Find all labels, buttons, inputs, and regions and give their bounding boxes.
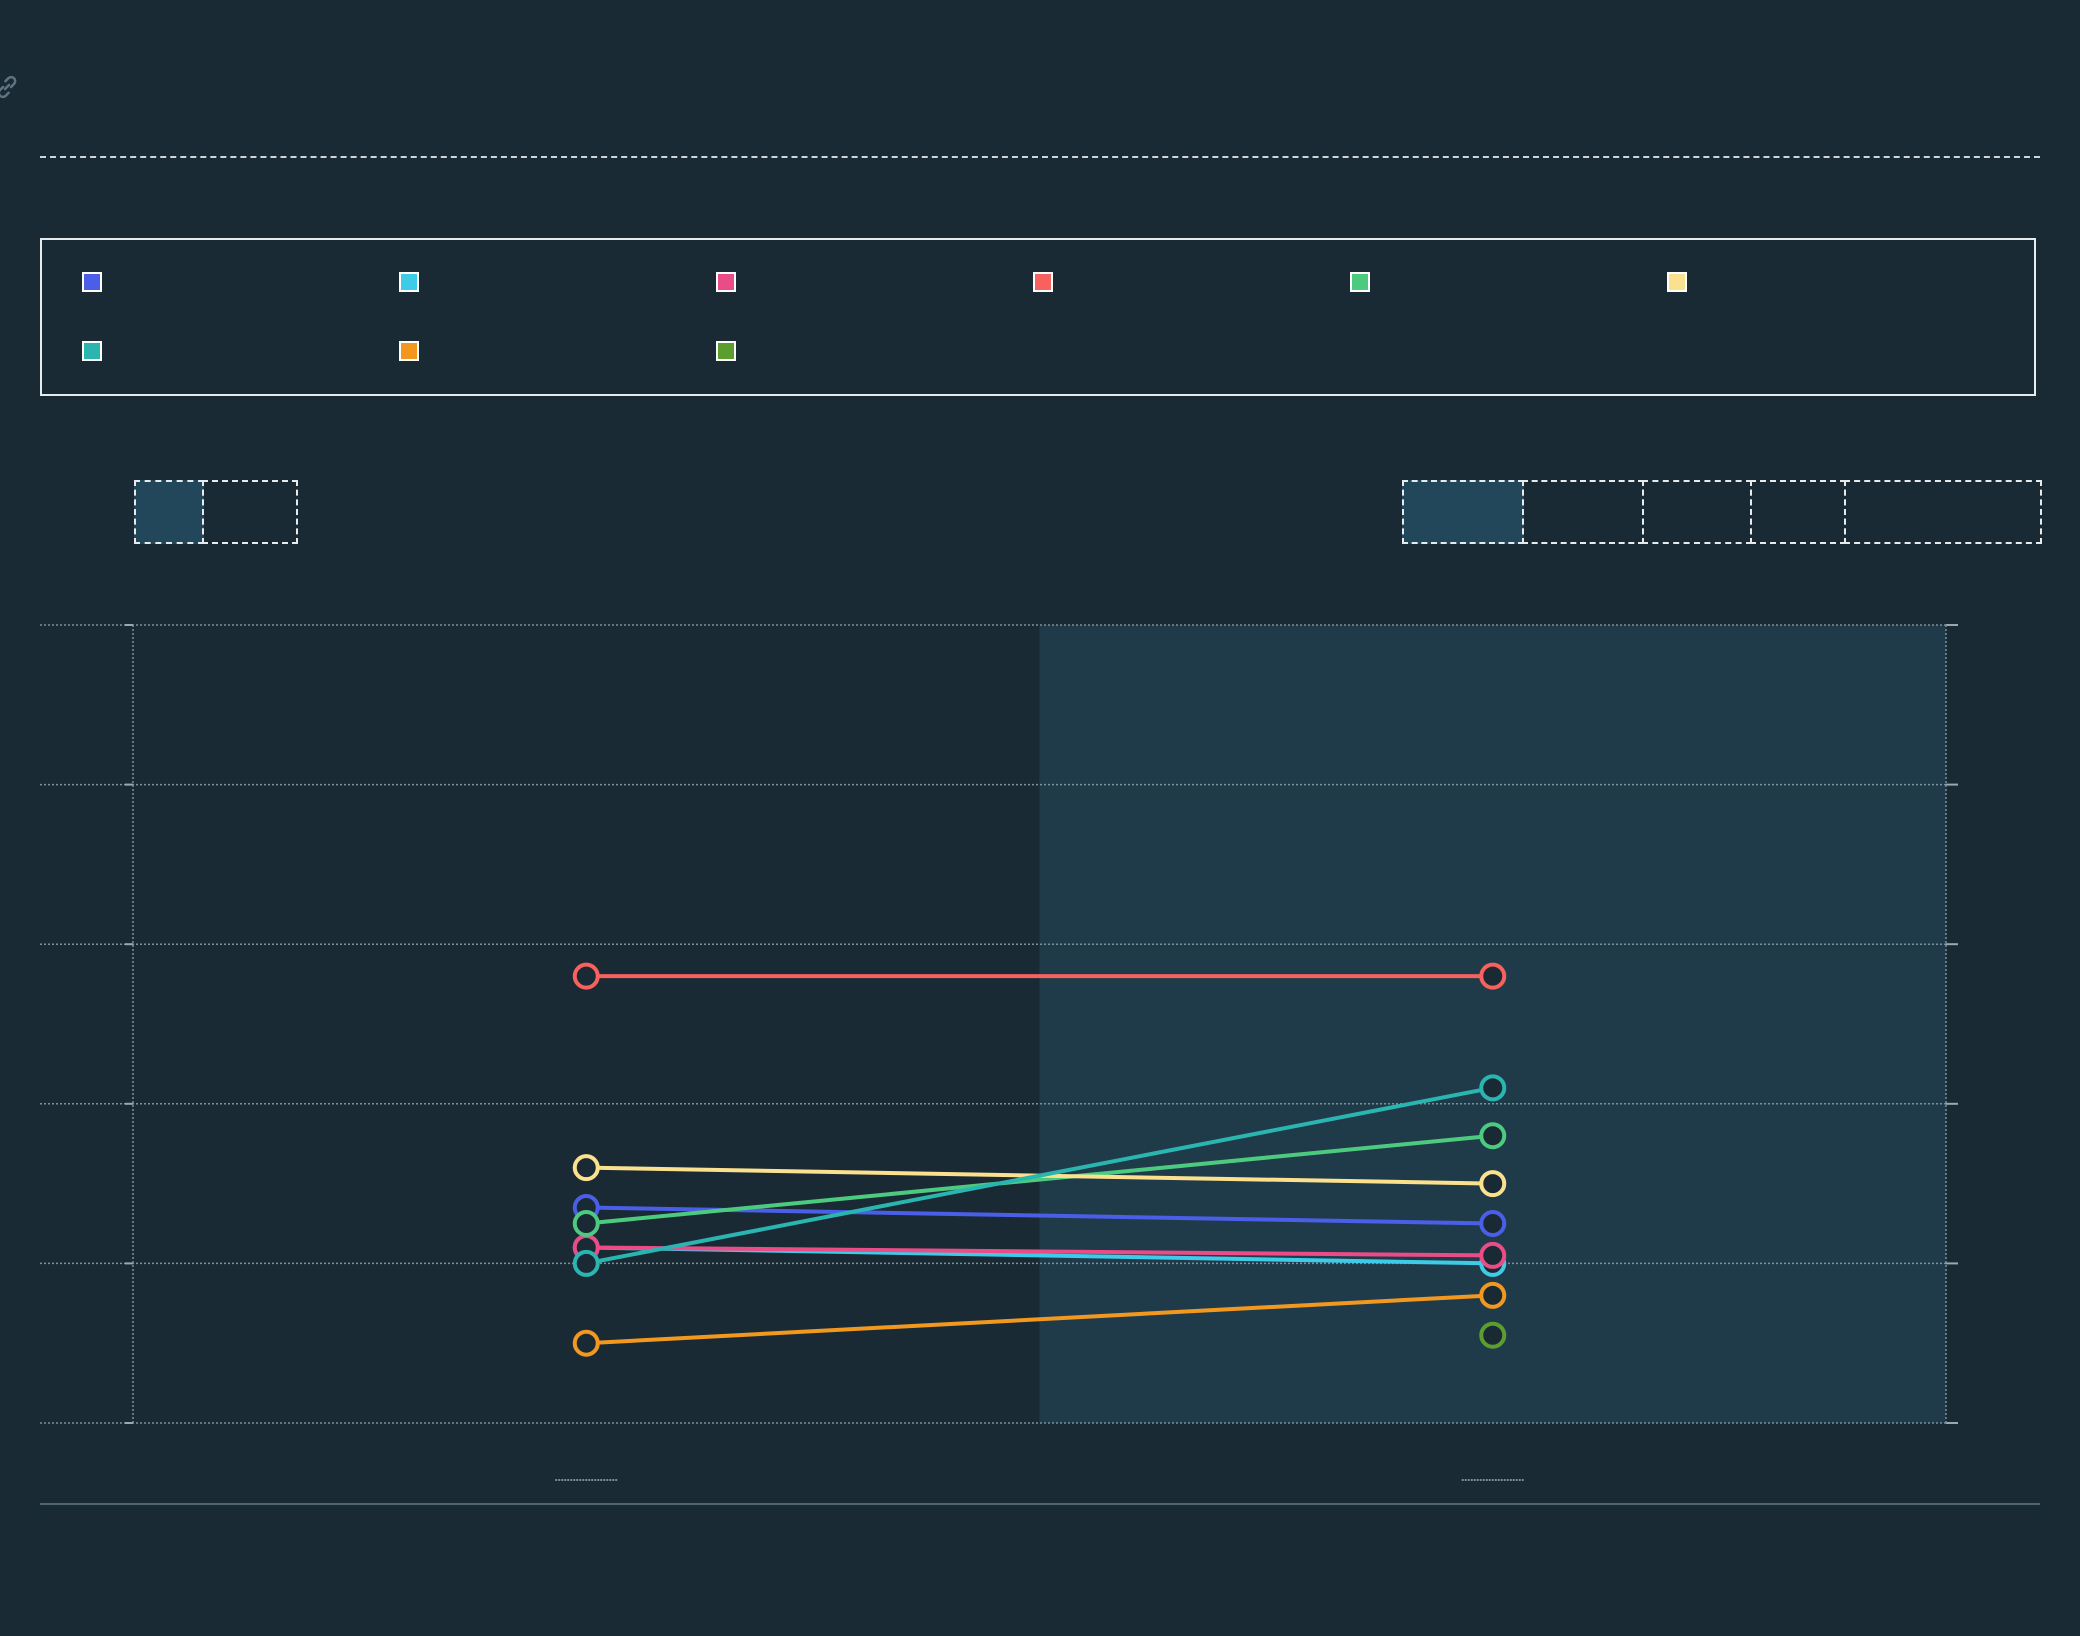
right-group-button-3[interactable] xyxy=(1642,480,1752,544)
header-divider xyxy=(40,156,2040,158)
data-point xyxy=(1479,1122,1507,1150)
legend-swatch xyxy=(1667,272,1687,292)
legend-swatch xyxy=(1350,272,1370,292)
right-group-button-2[interactable] xyxy=(1522,480,1644,544)
series-line xyxy=(586,1293,1493,1346)
left-group-button-1[interactable] xyxy=(134,480,204,544)
legend-item[interactable] xyxy=(82,339,112,363)
data-point xyxy=(572,1329,600,1357)
chart-baseline xyxy=(40,1503,2040,1505)
left-group-button-2[interactable] xyxy=(202,480,298,544)
right-button-group xyxy=(1402,480,2042,544)
data-point xyxy=(1479,1170,1507,1198)
link-icon[interactable] xyxy=(0,74,20,100)
legend-item[interactable] xyxy=(82,270,112,294)
series-line xyxy=(586,1245,1493,1258)
right-group-button-1[interactable] xyxy=(1402,480,1524,544)
legend-item[interactable] xyxy=(399,270,429,294)
legend-swatch xyxy=(716,272,736,292)
series-line xyxy=(586,1133,1493,1226)
legend-swatch xyxy=(1033,272,1053,292)
legend-item[interactable] xyxy=(1667,270,1697,294)
data-point xyxy=(1479,962,1507,990)
legend-item[interactable] xyxy=(716,339,746,363)
legend-item[interactable] xyxy=(716,270,746,294)
right-group-button-4[interactable] xyxy=(1750,480,1846,544)
data-point xyxy=(572,1210,600,1237)
data-point xyxy=(572,962,600,990)
legend-swatch xyxy=(716,341,736,361)
left-button-group xyxy=(134,480,298,544)
legend-swatch xyxy=(82,341,102,361)
data-point xyxy=(572,1249,600,1277)
data-point xyxy=(1479,1074,1507,1102)
legend-swatch xyxy=(399,272,419,292)
legend xyxy=(40,238,2036,396)
slope-chart xyxy=(40,624,1958,1481)
legend-item[interactable] xyxy=(399,339,429,363)
legend-swatch xyxy=(82,272,102,292)
right-group-button-5[interactable] xyxy=(1844,480,2042,544)
data-point xyxy=(1479,1210,1507,1237)
series-line xyxy=(585,1085,1494,1266)
data-point xyxy=(572,1154,600,1182)
data-point xyxy=(1479,1241,1507,1269)
legend-item[interactable] xyxy=(1350,270,1380,294)
data-point xyxy=(1479,1281,1507,1309)
legend-swatch xyxy=(399,341,419,361)
legend-item[interactable] xyxy=(1033,270,1063,294)
data-point xyxy=(1479,1321,1507,1349)
